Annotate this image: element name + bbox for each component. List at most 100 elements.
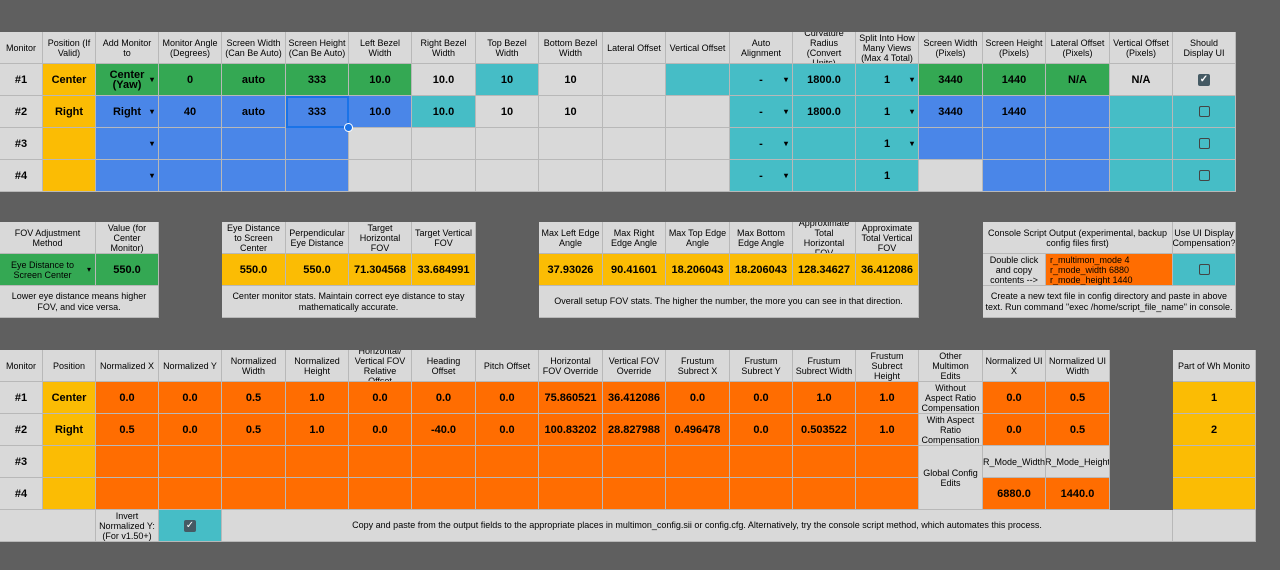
t3-output-cell[interactable] bbox=[539, 446, 603, 478]
ui-value[interactable]: 0.5 bbox=[1046, 414, 1110, 446]
t1-cell[interactable]: 10 bbox=[476, 96, 539, 128]
t1-cell[interactable] bbox=[603, 128, 666, 160]
t1-cell[interactable] bbox=[476, 128, 539, 160]
t3-output-cell[interactable]: -40.0 bbox=[412, 414, 476, 446]
t3-output-cell[interactable] bbox=[412, 478, 476, 510]
t1-cell[interactable]: 1 ▾ bbox=[856, 64, 919, 96]
checkbox-icon[interactable] bbox=[1198, 264, 1210, 275]
checked-icon[interactable]: ✓ bbox=[184, 519, 196, 532]
global-value[interactable]: 1440.0 bbox=[1046, 478, 1110, 510]
t3-output-cell[interactable] bbox=[96, 478, 159, 510]
t3-output-cell[interactable]: 0.0 bbox=[159, 382, 222, 414]
t1-cell[interactable] bbox=[539, 160, 603, 192]
t3-output-cell[interactable] bbox=[666, 478, 730, 510]
global-value[interactable]: 6880.0 bbox=[983, 478, 1046, 510]
chevron-down-icon[interactable]: ▾ bbox=[909, 74, 914, 84]
t3-output-cell[interactable]: 0.0 bbox=[159, 414, 222, 446]
chevron-down-icon[interactable]: ▾ bbox=[783, 106, 788, 116]
t1-cell[interactable] bbox=[666, 160, 730, 192]
auto-alignment-dropdown[interactable]: 1800.0 bbox=[793, 96, 856, 128]
t1-cell[interactable]: 1440 bbox=[983, 96, 1046, 128]
chevron-down-icon[interactable]: ▾ bbox=[149, 138, 154, 148]
t1-cell[interactable] bbox=[349, 128, 412, 160]
t1-cell[interactable] bbox=[286, 160, 349, 192]
t3-output-cell[interactable]: 0.503522 bbox=[793, 414, 856, 446]
t3-output-cell[interactable] bbox=[476, 446, 539, 478]
t1-cell[interactable] bbox=[1046, 160, 1110, 192]
t3-output-cell[interactable]: 0.0 bbox=[730, 414, 793, 446]
t1-cell[interactable]: 10.0 bbox=[349, 64, 412, 96]
t3-output-cell[interactable] bbox=[349, 446, 412, 478]
t1-cell[interactable]: 333 bbox=[286, 64, 349, 96]
t3-output-cell[interactable]: 0.5 bbox=[96, 414, 159, 446]
t1-cell[interactable] bbox=[666, 96, 730, 128]
t3-output-cell[interactable]: 0.0 bbox=[349, 382, 412, 414]
display-ui-checkbox[interactable] bbox=[1173, 128, 1236, 160]
display-ui-checkbox[interactable] bbox=[1173, 96, 1236, 128]
t3-output-cell[interactable]: 36.412086 bbox=[603, 382, 666, 414]
t1-cell[interactable]: - ▾ bbox=[730, 160, 793, 192]
t1-cell[interactable] bbox=[539, 128, 603, 160]
t1-cell[interactable]: 10 bbox=[539, 96, 603, 128]
t1-cell[interactable]: 333 bbox=[286, 96, 349, 128]
t1-cell[interactable] bbox=[666, 64, 730, 96]
t1-cell[interactable]: 1 bbox=[856, 160, 919, 192]
chevron-down-icon[interactable]: ▾ bbox=[149, 106, 154, 116]
t1-cell[interactable]: N/A bbox=[1046, 64, 1110, 96]
invert-checkbox[interactable]: ✓ bbox=[159, 510, 222, 542]
t3-output-cell[interactable]: 0.0 bbox=[476, 382, 539, 414]
t1-cell[interactable]: - ▾ bbox=[730, 96, 793, 128]
ui-value[interactable]: 0.0 bbox=[983, 414, 1046, 446]
t3-output-cell[interactable] bbox=[856, 478, 919, 510]
t1-cell[interactable]: 10 bbox=[476, 64, 539, 96]
t3-output-cell[interactable]: 0.5 bbox=[222, 414, 286, 446]
t3-output-cell[interactable] bbox=[286, 446, 349, 478]
t1-cell[interactable]: N/A bbox=[1110, 64, 1173, 96]
t3-output-cell[interactable]: 0.0 bbox=[730, 382, 793, 414]
t3-output-cell[interactable]: 0.5 bbox=[222, 382, 286, 414]
t3-output-cell[interactable] bbox=[666, 446, 730, 478]
chevron-down-icon[interactable]: ▾ bbox=[783, 138, 788, 148]
t3-output-cell[interactable] bbox=[730, 446, 793, 478]
t1-cell[interactable] bbox=[159, 160, 222, 192]
chevron-down-icon[interactable]: ▾ bbox=[909, 138, 914, 148]
t3-output-cell[interactable]: 28.827988 bbox=[603, 414, 666, 446]
t3-output-cell[interactable] bbox=[793, 446, 856, 478]
t3-output-cell[interactable]: 0.0 bbox=[412, 382, 476, 414]
split-views-dropdown[interactable]: 3440 bbox=[919, 96, 983, 128]
add-monitor-dropdown[interactable]: ▾ bbox=[96, 160, 159, 192]
t1-cell[interactable]: 40 bbox=[159, 96, 222, 128]
t3-output-cell[interactable] bbox=[539, 478, 603, 510]
t1-cell[interactable]: 1 ▾ bbox=[856, 96, 919, 128]
t3-output-cell[interactable] bbox=[159, 446, 222, 478]
t3-output-cell[interactable]: 1.0 bbox=[793, 382, 856, 414]
split-views-dropdown[interactable]: 3440 bbox=[919, 64, 983, 96]
t1-cell[interactable] bbox=[412, 128, 476, 160]
chevron-down-icon[interactable]: ▾ bbox=[149, 74, 154, 84]
t1-cell[interactable] bbox=[1046, 128, 1110, 160]
t1-cell[interactable]: - ▾ bbox=[730, 128, 793, 160]
t3-output-cell[interactable] bbox=[222, 478, 286, 510]
t3-output-cell[interactable] bbox=[286, 478, 349, 510]
ui-value[interactable]: 0.0 bbox=[983, 382, 1046, 414]
t1-cell[interactable] bbox=[412, 160, 476, 192]
chevron-down-icon[interactable]: ▾ bbox=[86, 264, 91, 274]
t3-output-cell[interactable]: 1.0 bbox=[286, 414, 349, 446]
selection-drag-handle[interactable] bbox=[344, 123, 353, 132]
display-ui-checkbox[interactable]: ✓ bbox=[1173, 64, 1236, 96]
t1-cell[interactable] bbox=[1046, 96, 1110, 128]
t3-output-cell[interactable] bbox=[603, 478, 666, 510]
chevron-down-icon[interactable]: ▾ bbox=[149, 170, 154, 180]
t3-output-cell[interactable]: 0.0 bbox=[666, 382, 730, 414]
ui-value[interactable]: 0.5 bbox=[1046, 382, 1110, 414]
t1-cell[interactable] bbox=[603, 160, 666, 192]
console-output[interactable]: r_multimon_mode 4 r_mode_width 6880 r_mode… bbox=[1046, 254, 1173, 286]
t3-output-cell[interactable] bbox=[730, 478, 793, 510]
t3-output-cell[interactable]: 75.860521 bbox=[539, 382, 603, 414]
t1-cell[interactable] bbox=[603, 64, 666, 96]
t3-output-cell[interactable]: 0.0 bbox=[349, 414, 412, 446]
fov-method-dropdown[interactable]: Eye Distance to Screen Center ▾ bbox=[0, 254, 96, 286]
display-ui-checkbox[interactable] bbox=[1173, 160, 1236, 192]
checkbox-icon[interactable] bbox=[1198, 170, 1210, 181]
t3-output-cell[interactable] bbox=[222, 446, 286, 478]
